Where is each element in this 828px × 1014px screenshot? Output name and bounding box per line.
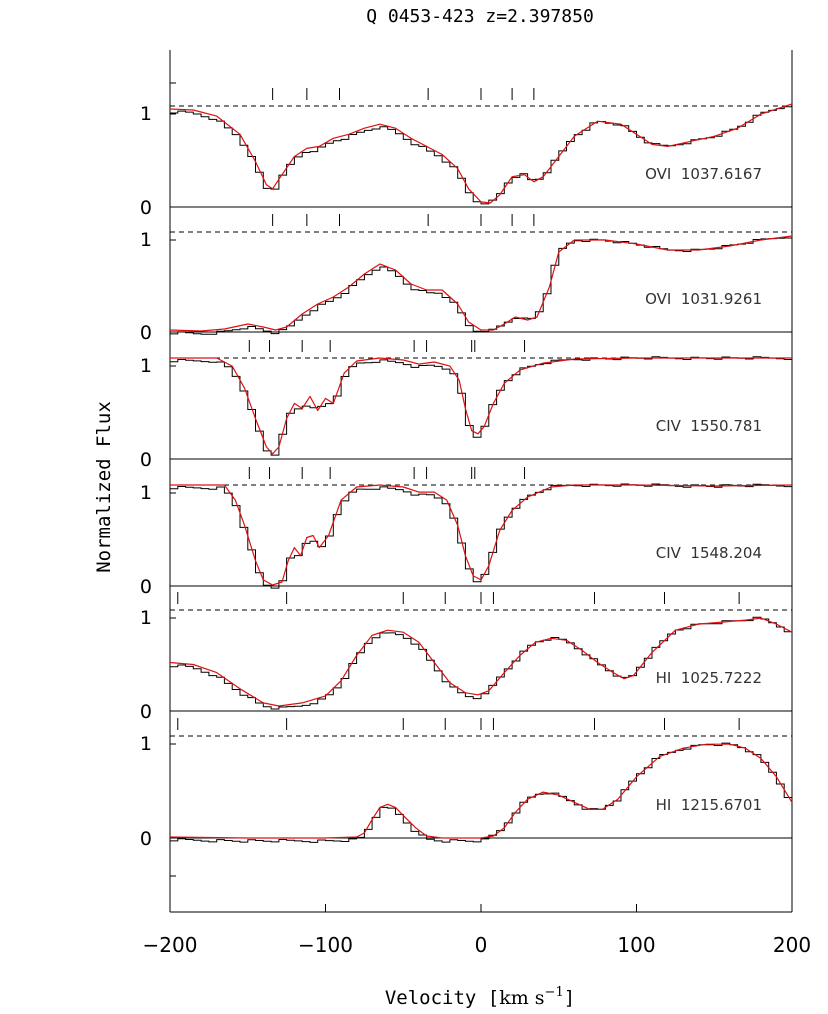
chart-title: Q 0453-423 z=2.397850	[366, 6, 594, 27]
data-histogram	[170, 483, 792, 589]
model-fit	[169, 743, 793, 839]
panel-2: 0 1 CIV 1550.781	[140, 340, 792, 471]
y-axis-label: Normalized Flux	[93, 401, 115, 573]
panel-0: 0 1 OVI 1037.6167	[140, 88, 793, 219]
x-axis-label: Velocity [km s−1]	[385, 985, 575, 1009]
y-tick-label-1: 1	[140, 733, 152, 755]
data-histogram	[170, 356, 792, 456]
panel-label: HI 1215.6701	[656, 796, 762, 814]
x-tick-label: −100	[298, 933, 353, 957]
y-tick-label-1: 1	[140, 103, 152, 125]
panels: 0 1 OVI 1037.6167 0 1 OVI 1031.9261 0 1 CIV 1550…	[140, 50, 793, 913]
panel-label: CIV 1548.204	[656, 544, 762, 562]
x-axis: −200 −100 0 100 200	[143, 904, 811, 957]
y-tick-label-1: 1	[140, 229, 152, 251]
y-tick-label-0: 0	[140, 197, 152, 219]
panel-label: HI 1025.7222	[656, 669, 762, 687]
component-markers	[272, 88, 535, 100]
y-tick-label-1: 1	[140, 482, 152, 504]
component-markers	[177, 718, 740, 730]
model-fit	[170, 357, 792, 455]
model-fit	[170, 484, 793, 586]
x-axis-label-prefix: Velocity [	[385, 987, 499, 1009]
data-histogram	[170, 237, 792, 335]
component-markers	[272, 214, 535, 226]
panel-1: 0 1 OVI 1031.9261	[140, 214, 793, 344]
panel-4: 0 1 HI 1025.7222	[140, 592, 793, 723]
panel-label: CIV 1550.781	[656, 417, 762, 435]
y-tick-label-0: 0	[140, 449, 152, 471]
component-markers	[248, 467, 526, 479]
y-tick-label-1: 1	[140, 607, 152, 629]
x-tick-label: 0	[475, 933, 488, 957]
x-axis-label-unit: km s	[499, 987, 544, 1009]
y-tick-label-0: 0	[140, 701, 152, 723]
x-tick-label: 200	[773, 933, 811, 957]
panel-5: 0 1 HI 1215.6701	[140, 718, 793, 850]
component-markers	[248, 340, 526, 352]
model-fit	[169, 617, 793, 707]
x-tick-label: −200	[143, 933, 198, 957]
x-tick-label: 100	[617, 933, 655, 957]
panel-label: OVI 1037.6167	[645, 165, 762, 183]
panel-3: 0 1 CIV 1548.204	[140, 467, 793, 598]
y-tick-label-0: 0	[140, 576, 152, 598]
data-histogram	[170, 106, 792, 205]
panel-label: OVI 1031.9261	[645, 290, 762, 308]
data-histogram	[170, 616, 792, 710]
component-markers	[177, 592, 740, 604]
y-tick-label-0: 0	[140, 828, 152, 850]
x-axis-label-exponent: −1	[545, 985, 564, 1000]
model-fit	[169, 103, 793, 204]
y-tick-label-1: 1	[140, 355, 152, 377]
x-axis-label-suffix: ]	[564, 987, 575, 1009]
data-histogram	[170, 742, 792, 843]
y-tick-label-0: 0	[140, 322, 152, 344]
model-fit	[169, 235, 793, 332]
